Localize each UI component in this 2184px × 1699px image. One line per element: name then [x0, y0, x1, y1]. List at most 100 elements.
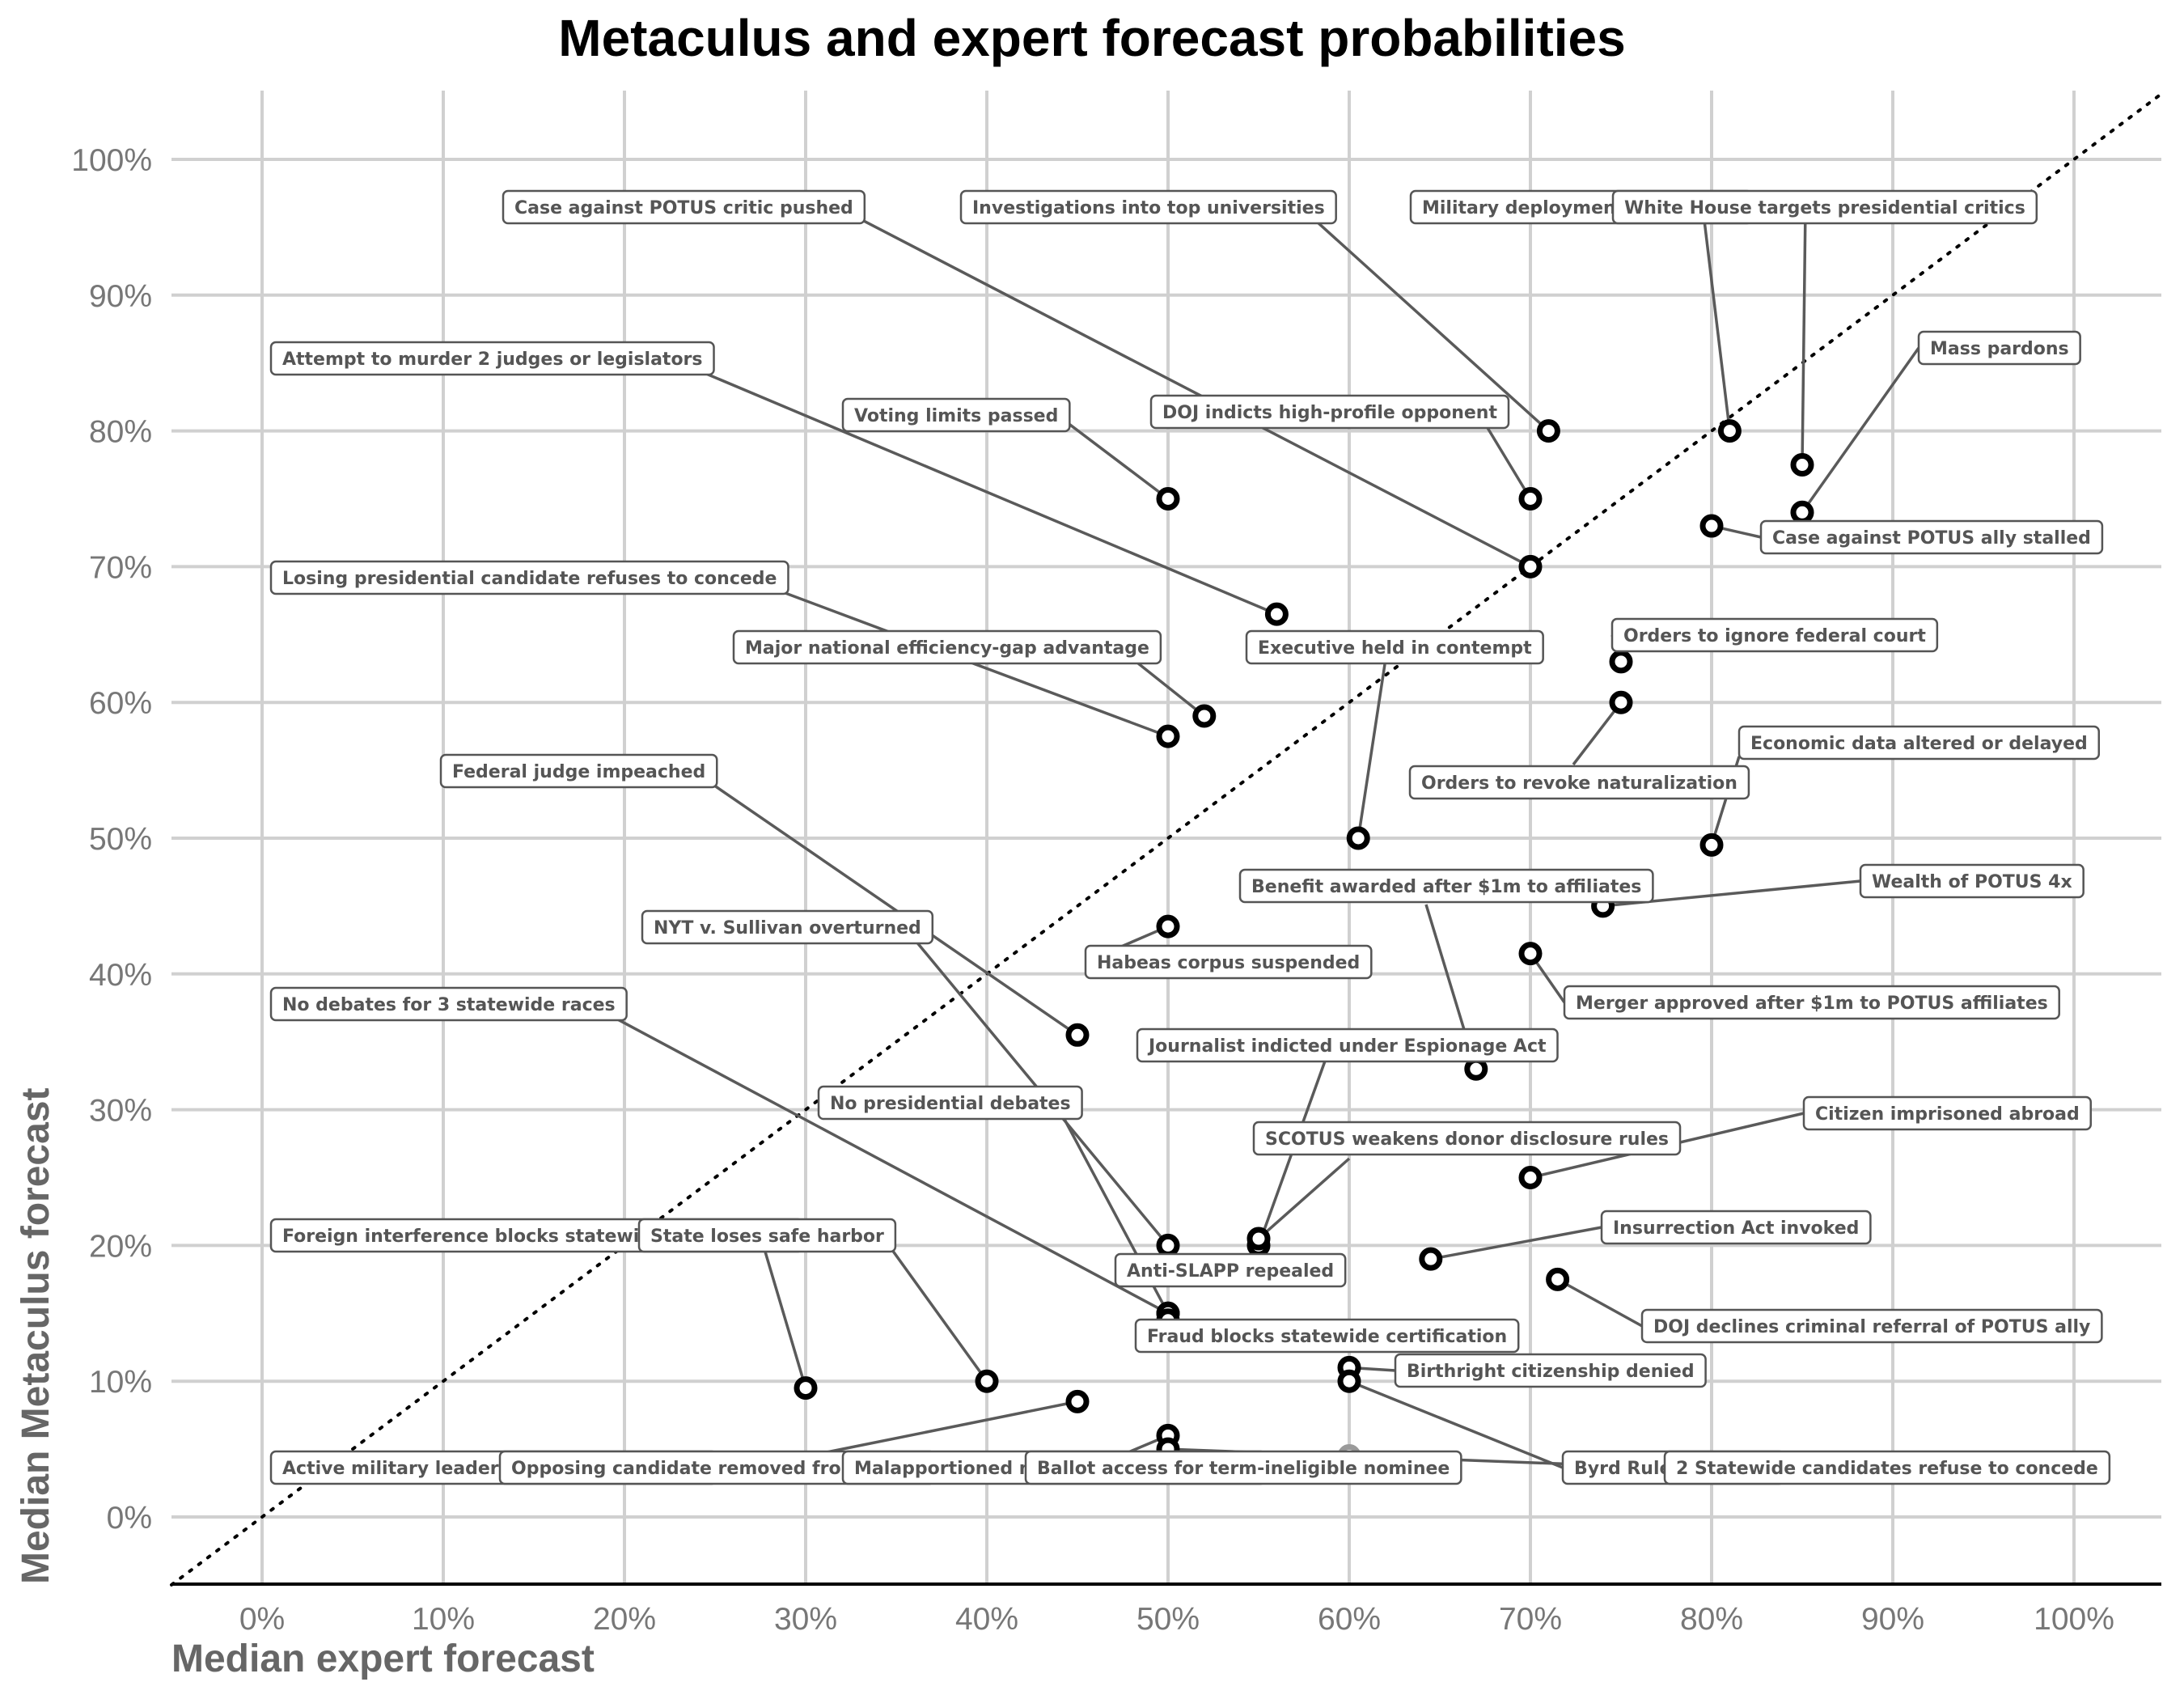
leader-executive-held-in-contempt — [1357, 663, 1386, 839]
label-case-against-potus-critic-pushed: Case against POTUS critic pushed — [502, 189, 866, 225]
label-anti-slapp-repealed: Anti-SLAPP repealed — [1114, 1252, 1347, 1288]
label-text: Citizen imprisoned abroad — [1815, 1104, 2080, 1125]
x-tick-label: 30% — [774, 1602, 837, 1637]
point-losing-presidential-candidate-refuses-to-concede — [1156, 724, 1180, 748]
label-text: Orders to ignore federal court — [1623, 626, 1926, 646]
point-state-loses-safe-harbor — [975, 1369, 999, 1393]
label-text: White House targets presidential critics — [1624, 198, 2025, 218]
point-benefit-awarded-after-1m-to-affiliates — [1464, 1057, 1488, 1081]
label-doj-declines-criminal-referral-of-potus-ally: DOJ declines criminal referral of POTUS … — [1640, 1308, 2103, 1344]
leader-insurrection-act-invoked — [1430, 1226, 1602, 1260]
label-box — [269, 986, 628, 1022]
leader-no-debates-for-3-statewide-races — [588, 1002, 1169, 1315]
label-box — [1238, 868, 1654, 904]
y-tick-label: 60% — [89, 686, 152, 721]
label-federal-judge-impeached: Federal judge impeached — [439, 753, 718, 789]
point-citizen-imprisoned-abroad — [1518, 1166, 1543, 1189]
label-2-statewide-candidates-refuse-to-concede: 2 Statewide candidates refuse to concede — [1663, 1450, 2111, 1485]
point-orders-to-revoke-naturalization — [1609, 690, 1633, 714]
point-case-against-potus-ally-stalled — [1699, 514, 1724, 538]
point-attempt-to-murder-2-judges-or-legislators — [1264, 602, 1289, 626]
point-nyt-v-sullivan-overturned — [1156, 1233, 1180, 1257]
label-box — [1024, 1450, 1462, 1485]
label-text: Investigations into top universities — [972, 198, 1325, 218]
point-case-against-potus-critic-pushed — [1518, 554, 1543, 578]
y-tick-label: 70% — [89, 550, 152, 585]
label-text: Fraud blocks statewide certification — [1147, 1327, 1507, 1347]
point-major-national-efficiency-gap-advantage — [1192, 704, 1217, 728]
label-text: State loses safe harbor — [650, 1227, 884, 1247]
label-nyt-v-sullivan-overturned: NYT v. Sullivan overturned — [641, 909, 934, 945]
x-tick-label: 0% — [239, 1602, 285, 1637]
label-text: Losing presidential candidate refuses to… — [282, 569, 777, 589]
label-text: Case against POTUS critic pushed — [514, 198, 853, 218]
label-orders-to-revoke-naturalization: Orders to revoke naturalization — [1408, 765, 1750, 800]
leader-foreign-interference-blocks-statewide-certification — [759, 1235, 807, 1389]
leader-federal-judge-impeached — [692, 769, 1078, 1036]
leader-investigations-into-top-universities — [1299, 205, 1550, 432]
label-box — [1394, 1353, 1707, 1388]
label-box — [732, 629, 1162, 665]
label-text: Voting limits passed — [854, 406, 1058, 426]
leader-military-deployments-to-3-cities — [1701, 206, 1732, 431]
label-fraud-blocks-statewide-certification: Fraud blocks statewide certification — [1134, 1318, 1520, 1354]
label-text: Major national efficiency-gap advantage — [745, 638, 1149, 659]
point-orders-to-ignore-federal-court — [1609, 650, 1633, 674]
label-box — [1663, 1450, 2111, 1485]
label-text: Birthright citizenship denied — [1407, 1362, 1695, 1382]
label-attempt-to-murder-2-judges-or-legislators: Attempt to murder 2 judges or legislator… — [269, 341, 715, 376]
label-mass-pardons: Mass pardons — [1917, 330, 2081, 366]
label-box — [641, 909, 934, 945]
label-text: Habeas corpus suspended — [1097, 953, 1360, 973]
point-mass-pardons — [1790, 500, 1814, 524]
label-text: Ballot access for term-ineligible nomine… — [1037, 1459, 1450, 1479]
point-byrd-rule-bypassed — [1337, 1369, 1361, 1393]
label-box — [1600, 1210, 1872, 1245]
leader-byrd-rule-bypassed — [1348, 1379, 1564, 1469]
label-text: Benefit awarded after $1m to affiliates — [1251, 877, 1641, 897]
label-box — [439, 753, 718, 789]
label-state-loses-safe-harbor: State loses safe harbor — [637, 1218, 897, 1253]
leader-attempt-to-murder-2-judges-or-legislators — [669, 357, 1278, 616]
point-federal-judge-impeached — [1065, 1023, 1090, 1047]
label-box — [1610, 617, 1939, 653]
label-box — [1737, 725, 2101, 761]
label-box — [1563, 985, 2060, 1020]
point-scotus-weakens-donor-disclosure-rules — [1246, 1227, 1271, 1251]
label-box — [1149, 394, 1510, 430]
leader-mass-pardons — [1801, 346, 1920, 514]
label-text: Journalist indicted under Espionage Act — [1147, 1036, 1547, 1057]
y-axis-label: Median Metaculus forecast — [15, 1087, 57, 1584]
label-text: Mass pardons — [1930, 339, 2069, 359]
label-benefit-awarded-after-1m-to-affiliates: Benefit awarded after $1m to affiliates — [1238, 868, 1654, 904]
label-box — [1408, 765, 1750, 800]
x-tick-label: 40% — [955, 1602, 1018, 1637]
point-foreign-interference-blocks-statewide-certification — [794, 1376, 818, 1400]
y-tick-label: 40% — [89, 958, 152, 993]
point-investigations-into-top-universities — [1536, 419, 1560, 443]
label-text: 2 Statewide candidates refuse to concede — [1676, 1459, 2098, 1479]
y-tick-label: 10% — [89, 1365, 152, 1400]
label-box — [1136, 1027, 1559, 1063]
point-executive-held-in-contempt — [1346, 826, 1370, 850]
label-investigations-into-top-universities: Investigations into top universities — [959, 189, 1337, 225]
y-tick-label: 0% — [107, 1501, 152, 1536]
label-losing-presidential-candidate-refuses-to-concede: Losing presidential candidate refuses to… — [269, 560, 789, 595]
label-text: Merger approved after $1m to POTUS affil… — [1576, 994, 2048, 1014]
label-box — [1859, 863, 2085, 899]
label-box — [637, 1218, 897, 1253]
point-economic-data-altered-or-delayed — [1699, 833, 1724, 857]
label-economic-data-altered-or-delayed: Economic data altered or delayed — [1737, 725, 2101, 761]
leader-state-loses-safe-harbor — [880, 1234, 988, 1383]
label-text: Orders to revoke naturalization — [1421, 773, 1737, 794]
x-tick-label: 90% — [1861, 1602, 1924, 1637]
reference-diagonal — [170, 90, 2166, 1587]
point-insurrection-act-invoked — [1419, 1247, 1443, 1271]
label-text: NYT v. Sullivan overturned — [654, 918, 921, 938]
label-voting-limits-passed: Voting limits passed — [841, 397, 1071, 433]
label-text: Federal judge impeached — [452, 762, 705, 782]
leader-white-house-targets-presidential-critics — [1801, 206, 1807, 465]
leader-scotus-weakens-donor-disclosure-rules — [1257, 1157, 1351, 1240]
label-birthright-citizenship-denied: Birthright citizenship denied — [1394, 1353, 1707, 1388]
